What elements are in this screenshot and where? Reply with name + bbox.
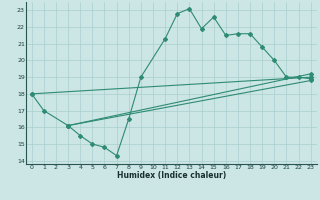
X-axis label: Humidex (Indice chaleur): Humidex (Indice chaleur) [116,171,226,180]
